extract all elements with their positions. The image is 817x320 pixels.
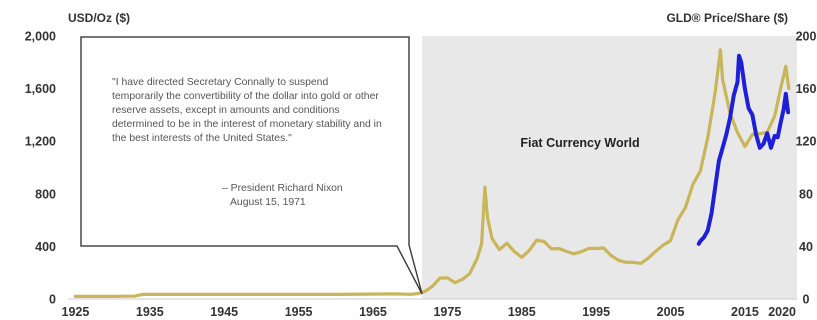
y-tick-right: 160 [796,82,817,96]
x-axis-ticks: 1925 1935 1945 1955 1965 1975 1985 1995 2005 2015… [62,305,797,319]
y-tick-right: 120 [796,135,817,149]
y-tick-right: 80 [799,187,813,201]
quote-box-layer [80,36,423,295]
x-tick: 2005 [657,305,685,319]
y-tick-left: 0 [49,293,56,307]
series-line-gold [73,48,791,298]
y-tick-left: 800 [35,187,56,201]
quote-author: – President Richard Nixon [222,183,343,194]
y-tick-left: 1,600 [25,82,56,96]
series-layer [73,48,791,298]
quote-date: August 15, 1971 [230,197,306,208]
series-line-gld [696,53,791,246]
x-tick: 1965 [359,305,387,319]
x-tick: 1935 [136,305,164,319]
y-axis-right-ticks: 0 40 80 120 160 200 [796,30,817,307]
x-tick: 1985 [508,305,536,319]
x-tick: 1995 [582,305,610,319]
x-tick: 1925 [62,305,90,319]
quote-box [80,36,410,247]
nixon-quote-attribution: – President Richard Nixon August 15, 197… [222,182,402,210]
y-tick-right: 200 [796,30,817,44]
y-axis-label-left: USD/Oz ($) [68,11,130,25]
quote-pointer [396,244,423,295]
y-tick-left: 2,000 [25,30,56,44]
x-tick: 2015 [731,305,759,319]
y-tick-left: 400 [35,240,56,254]
x-tick: 1945 [210,305,238,319]
x-tick: 1975 [433,305,461,319]
y-tick-right: 40 [799,240,813,254]
y-tick-right: 0 [803,293,810,307]
x-tick: 1955 [285,305,313,319]
nixon-quote-text: "I have directed Secretary Connally to s… [112,77,382,144]
y-axis-label-right: GLD® Price/Share ($) [666,11,788,25]
fiat-currency-annotation: Fiat Currency World [520,136,639,150]
x-tick: 2020 [768,305,796,319]
y-axis-left-ticks: 0 400 800 1,200 1,600 2,000 [25,30,56,307]
y-tick-left: 1,200 [25,135,56,149]
